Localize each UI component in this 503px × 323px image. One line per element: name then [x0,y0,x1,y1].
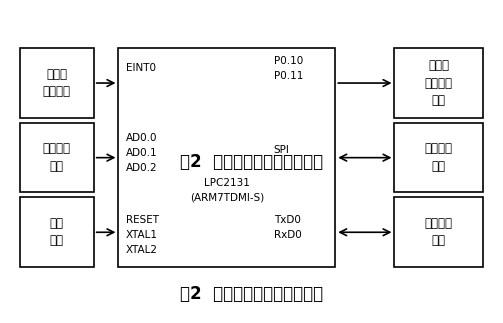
Text: SPI: SPI [274,145,290,155]
Text: 电路: 电路 [432,160,446,173]
Text: AD0.0: AD0.0 [126,133,157,143]
Text: XTAL1: XTAL1 [126,230,158,240]
Text: 复位: 复位 [50,217,64,230]
Bar [394,48,483,118]
Bar [20,48,94,118]
Text: 电路: 电路 [432,94,446,107]
Bar [20,197,94,267]
Text: RESET: RESET [126,215,159,225]
Text: 串行接口: 串行接口 [425,217,453,230]
Text: 图2  配料控制系统的硬件组成: 图2 配料控制系统的硬件组成 [180,286,323,303]
Text: AD0.1: AD0.1 [126,148,157,158]
Text: XTAL2: XTAL2 [126,245,158,255]
Text: P0.10: P0.10 [274,56,303,66]
Text: LPC2131: LPC2131 [204,178,250,188]
Text: 电路: 电路 [50,160,64,173]
Text: 键盘显示: 键盘显示 [425,142,453,155]
Bar [394,197,483,267]
Text: 时钟: 时钟 [50,234,64,247]
Text: 检测电路: 检测电路 [43,85,71,98]
Text: 信号放大: 信号放大 [43,142,71,155]
Text: TxD0: TxD0 [274,215,301,225]
Text: 可控硅: 可控硅 [429,59,449,72]
Text: 图2  配料控制系统的硬件组成: 图2 配料控制系统的硬件组成 [180,152,323,171]
Bar [118,48,336,267]
Bar [20,123,94,193]
Text: EINT0: EINT0 [126,63,156,73]
Text: 电路: 电路 [432,234,446,247]
Text: AD0.2: AD0.2 [126,162,157,172]
Bar [394,123,483,193]
Text: 触发控制: 触发控制 [425,77,453,89]
Text: P0.11: P0.11 [274,71,303,80]
Text: RxD0: RxD0 [274,230,301,240]
Text: (ARM7TDMI-S): (ARM7TDMI-S) [190,193,264,203]
Text: 过零点: 过零点 [46,68,67,81]
